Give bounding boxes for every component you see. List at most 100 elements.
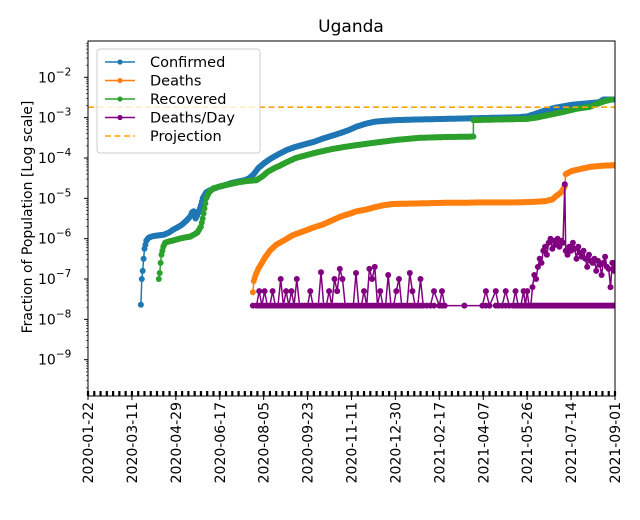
deaths-day-point (607, 284, 614, 291)
deaths-day-point (534, 263, 541, 270)
deaths-day-point (385, 272, 392, 278)
deaths-day-point (549, 245, 556, 252)
deaths-day-point (593, 267, 600, 274)
legend-box (96, 48, 261, 154)
y-tick-label: 10−9 (38, 349, 71, 369)
deaths-day-point (461, 302, 468, 309)
y-tick-label: 10−5 (38, 187, 71, 207)
x-tick-label: 2020-11-11 (345, 402, 361, 483)
legend-item-confirmed: Confirmed (105, 55, 225, 71)
deaths-day-point (502, 288, 509, 295)
recovered-point (199, 215, 206, 222)
deaths-day-point (334, 288, 341, 295)
deaths-day-point (575, 243, 582, 250)
y-tick-label: 10−8 (38, 308, 71, 328)
deaths-day-point (406, 270, 413, 276)
deaths-day-point (542, 243, 549, 250)
deaths-day-point (582, 255, 589, 262)
x-tick-label: 2020-01-22 (81, 402, 97, 483)
x-tick-label: 2021-04-07 (476, 402, 492, 483)
deaths-day-point (409, 302, 416, 309)
legend-marker (117, 96, 123, 102)
deaths-day-point (361, 302, 367, 309)
deaths-day-point (393, 288, 400, 295)
y-axis-ticks: 10−2 10−3 10−4 10−5 10−6 10−7 10−8 10−9 (38, 42, 88, 389)
legend-marker (117, 59, 123, 65)
legend-marker (117, 114, 123, 121)
deaths-day-point (288, 288, 295, 295)
deaths-day-point (612, 302, 615, 309)
legend-label: Confirmed (150, 55, 225, 71)
deaths-point (612, 162, 615, 169)
series-deaths-day (249, 181, 615, 309)
confirmed-point (138, 276, 145, 282)
deaths-day-point (561, 181, 568, 188)
deaths-day-point (586, 251, 592, 258)
deaths-day-point (602, 253, 609, 260)
recovered-point (155, 276, 162, 282)
deaths-day-point (543, 251, 550, 258)
deaths-day-point (564, 251, 571, 258)
recovered-point (157, 259, 164, 266)
deaths-day-point (293, 302, 300, 309)
deaths-day-point (409, 288, 416, 295)
recovered-point (202, 200, 209, 207)
deaths-day-point (326, 302, 333, 309)
deaths-day-point (261, 302, 268, 309)
recovered-point (200, 210, 207, 217)
deaths-day-point (538, 259, 545, 266)
deaths-day-point (580, 247, 587, 254)
deaths-day-point (512, 302, 519, 309)
deaths-day-point (256, 302, 263, 309)
recovered-point (470, 133, 477, 140)
deaths-day-point (529, 284, 536, 291)
x-tick-label: 2020-06-17 (213, 402, 229, 483)
deaths-day-point (353, 270, 359, 276)
deaths-day-point (573, 255, 580, 262)
deaths-day-point (261, 288, 268, 295)
confirmed-point (137, 301, 144, 308)
deaths-day-point (556, 243, 563, 250)
deaths-day-point (277, 276, 284, 282)
deaths-day-point (256, 288, 263, 295)
legend-label: Projection (150, 129, 222, 145)
series-deaths (249, 162, 615, 296)
deaths-day-point (283, 288, 290, 295)
deaths-day-point (331, 276, 338, 282)
deaths-day-point (605, 265, 612, 272)
x-tick-label: 2021-02-17 (432, 402, 448, 483)
x-tick-label: 2021-07-14 (564, 402, 580, 483)
deaths-day-point (612, 259, 615, 266)
deaths-day-point (336, 265, 343, 272)
deaths-day-point (277, 302, 284, 309)
y-tick-label: 10−3 (38, 107, 71, 127)
deaths-day-point (385, 302, 392, 309)
plot-frame (87, 40, 616, 397)
confirmed-point (139, 267, 146, 274)
deaths-day-point (600, 259, 607, 266)
deaths-point (249, 289, 256, 296)
legend-label: Deaths/Day (150, 111, 235, 127)
deaths-day-point (439, 288, 445, 295)
x-tick-label: 2021-09-01 (608, 402, 624, 483)
deaths-day-point (307, 288, 314, 295)
deaths-day-point (269, 302, 276, 309)
x-tick-label: 2020-08-05 (257, 402, 273, 483)
deaths-day-point (366, 265, 373, 272)
legend-item-projection: Projection (105, 129, 222, 145)
deaths-day-point (288, 302, 295, 309)
deaths-day-point (584, 263, 591, 270)
deaths-day-point (524, 302, 531, 309)
deaths-day-point (439, 302, 445, 309)
x-tick-label: 2020-03-11 (125, 402, 141, 483)
deaths-day-point (396, 276, 402, 282)
deaths-day-point (611, 267, 615, 274)
y-tick-label: 10−6 (38, 228, 72, 248)
deaths-day-point (326, 288, 333, 295)
confirmed-point (140, 255, 147, 262)
y-axis-label: Fraction of Population [Log scale] (20, 101, 36, 334)
deaths-day-point (482, 288, 489, 295)
legend-item-deaths-day: Deaths/Day (105, 111, 235, 127)
y-tick-label: 10−7 (38, 268, 71, 288)
deaths-day-point (307, 302, 314, 309)
